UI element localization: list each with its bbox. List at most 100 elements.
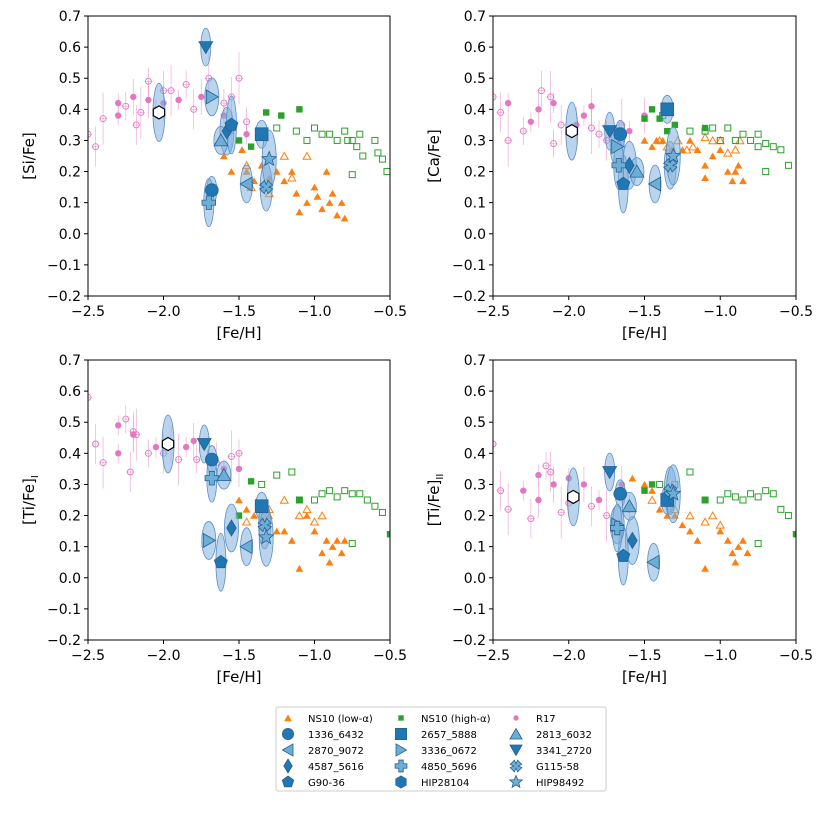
star-marker-2657_5888 (254, 499, 269, 514)
y-tick-label: 0.0 (59, 227, 81, 243)
x-tick-label: −1.0 (703, 648, 737, 664)
ns10-low-alpha-point (242, 505, 251, 513)
y-tick-label: 0.2 (59, 165, 81, 181)
legend-label: 1336_6432 (308, 730, 364, 741)
legend-label: 3341_2720 (536, 746, 592, 757)
star-marker-3341_2720 (198, 41, 214, 55)
ns10-high-alpha-point-open (762, 168, 770, 176)
legend-item: HIP98492 (508, 774, 584, 789)
ns10-low-alpha-point (652, 136, 661, 144)
ns10-low-alpha-point (658, 136, 667, 144)
r17-point-open (88, 393, 92, 401)
legend-marker-HIP98492 (508, 774, 524, 789)
ns10-low-alpha-point (333, 211, 341, 219)
y-tick-label: 0.3 (59, 477, 81, 493)
ns10-high-alpha-point-open (311, 496, 318, 504)
ns10-low-alpha-point-open (302, 504, 312, 514)
star-marker-2870_9072 (239, 539, 253, 555)
ns10-low-alpha-point (227, 168, 236, 175)
ns10-high-alpha-point-open (292, 127, 300, 135)
legend-item: G115-58 (509, 759, 579, 773)
legend-item: 3341_2720 (509, 744, 592, 757)
hip28104-marker (567, 489, 580, 505)
ns10-high-alpha-point-open (333, 493, 341, 501)
y-tick-label: 0.5 (59, 415, 81, 431)
ns10-low-alpha-point (693, 536, 702, 544)
r17-point-open (99, 115, 107, 123)
ns10-low-alpha-point (648, 143, 656, 150)
star-marker-4587_5616 (627, 531, 638, 550)
r17-point-open (193, 456, 201, 464)
r17-point-open (122, 415, 130, 423)
y-tick-label: −0.1 (47, 258, 81, 274)
legend-item: 4587_5616 (283, 758, 364, 774)
star-marker-2657_5888 (660, 102, 675, 117)
ns10-high-alpha-point-open (374, 149, 382, 157)
legend-label: 2657_5888 (421, 730, 477, 741)
legend-marker-3341_2720 (509, 744, 523, 757)
ns10-high-alpha-point-open (303, 136, 311, 144)
ns10-high-alpha-point-open (784, 161, 792, 169)
star-marker-HIP98492 (258, 528, 275, 545)
y-axis-label: [Ti/Fe]I (20, 475, 41, 525)
ns10-high-alpha-point-open (701, 127, 709, 135)
legend-label: 2870_9072 (308, 746, 364, 757)
ns10-low-alpha-point (325, 199, 334, 206)
y-tick-label: 0.1 (464, 196, 486, 212)
ns10-low-alpha-point (728, 549, 737, 557)
ns10-high-alpha-point (792, 531, 796, 538)
y-axis-label: [Si/Fe] (20, 132, 38, 179)
y-tick-label: 0.4 (464, 102, 486, 118)
legend-label: HIP28104 (421, 778, 469, 789)
r17-point-open (88, 130, 92, 138)
y-tick-label: 0.3 (464, 477, 486, 493)
ns10-low-alpha-point (655, 505, 664, 513)
ns10-low-alpha-point-open (294, 511, 305, 520)
ns10-low-alpha-point (678, 521, 687, 529)
x-tick-label: −2.5 (71, 304, 105, 320)
legend-item: HIP28104 (395, 775, 469, 789)
ns10-high-alpha-point (641, 115, 648, 122)
legend-label: 3336_0672 (421, 746, 477, 757)
ns10-high-alpha-point-open (311, 124, 318, 132)
chart-panel-4: −2.5 −2.0 −1.5 −1.0 −0.5 −0.2 −0.1 0.0 0.1 0.2 0.3… (425, 353, 813, 686)
ns10-high-alpha-point-open (747, 136, 755, 144)
plot-area (88, 27, 390, 228)
ns10-low-alpha-point (250, 512, 258, 519)
y-tick-label: 0.6 (59, 384, 81, 400)
ns10-high-alpha-point-open (258, 480, 266, 488)
ns10-low-alpha-point (340, 536, 349, 544)
y-axis-label: [Ca/Fe] (425, 129, 443, 182)
ns10-low-alpha-point (235, 496, 243, 504)
star-marker-G90-36 (616, 548, 631, 562)
r17-point-open (235, 74, 243, 82)
legend-label: 2813_6032 (536, 730, 592, 741)
chart-panel-1: −2.5 −2.0 −1.5 −1.0 −0.5 −0.2 −0.1 0.0 0.1 0.2 0.3… (20, 9, 407, 342)
r17-point-open (557, 121, 565, 129)
ns10-low-alpha-point (322, 536, 331, 544)
ns10-low-alpha-point-open (688, 142, 698, 151)
legend-label: NS10 (high-α) (421, 714, 491, 725)
legend-label: 4850_5696 (421, 762, 477, 773)
ns10-low-alpha-point (739, 536, 747, 544)
r17-point (243, 131, 250, 138)
legend-item: NS10 (low-α) (284, 714, 373, 725)
star-marker-3336_0672 (205, 89, 220, 105)
r17-point (550, 481, 557, 488)
ns10-low-alpha-point (716, 527, 725, 535)
legend-label: G115-58 (536, 762, 579, 773)
ns10-low-alpha-point (648, 487, 656, 494)
r17-point-open (92, 143, 100, 151)
r17-point (175, 96, 182, 104)
y-tick-label: 0.0 (464, 571, 486, 587)
r17-point-open (595, 130, 603, 138)
star-marker-G90-36 (616, 176, 631, 190)
ns10-low-alpha-point-open (317, 511, 327, 520)
r17-point-open (190, 105, 198, 113)
r17-point-open (182, 80, 190, 88)
ns10-high-alpha-point-open (371, 136, 379, 144)
star-marker-2813_6032 (629, 164, 645, 178)
r17-point (527, 118, 535, 125)
ns10-low-alpha-point-open (654, 135, 665, 145)
ns10-high-alpha-point (648, 106, 656, 113)
